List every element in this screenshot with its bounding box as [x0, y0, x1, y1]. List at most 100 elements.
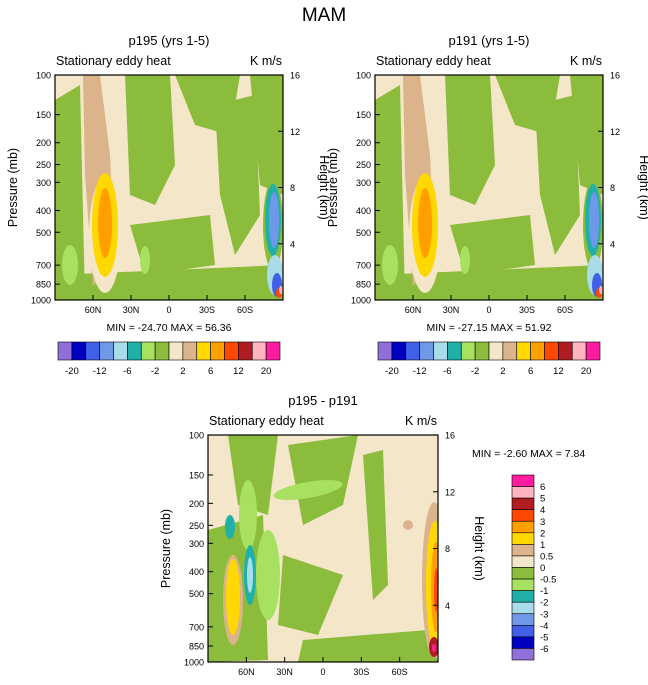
lat-tick-label: 0	[320, 667, 325, 677]
pressure-tick-label: 400	[36, 206, 51, 216]
colorbar-swatch	[140, 341, 156, 361]
pressure-tick-label: 150	[356, 110, 371, 120]
pressure-axis-label: Pressure (mb)	[159, 509, 173, 588]
colorbar-label: -3	[540, 609, 548, 620]
colorbar-swatch	[511, 532, 535, 545]
pressure-tick-label: 500	[356, 228, 371, 238]
colorbar-label: 12	[553, 366, 564, 377]
lat-tick-label: 60S	[557, 305, 573, 315]
pressure-tick-label: 300	[356, 178, 371, 188]
colorbar-label: 2	[540, 528, 545, 539]
field-patch-lightgreen	[62, 245, 78, 285]
colorbar-swatch	[585, 341, 601, 361]
colorbar-label: -12	[413, 366, 427, 377]
pressure-tick-label: 100	[36, 71, 51, 81]
field-patch-lightgreen-2	[140, 246, 150, 274]
height-axis-label: Height (km)	[317, 155, 331, 220]
colorbar-swatch	[238, 341, 253, 361]
pressure-tick-label: 300	[36, 178, 51, 188]
pressure-tick-label: 400	[189, 567, 204, 577]
colorbar-swatch	[516, 341, 531, 361]
colorbar-swatch	[433, 341, 448, 361]
panel-title: p195 - p191	[288, 393, 357, 408]
field-pos-red-right	[434, 568, 438, 612]
colorbar-label: -2	[151, 366, 159, 377]
field-band-green-low	[130, 215, 215, 275]
colorbar-swatch	[488, 341, 504, 361]
pressure-tick-label: 150	[36, 110, 51, 120]
colorbar-label: 6	[528, 366, 533, 377]
field-band-green-thin	[363, 450, 388, 600]
colorbar-swatch	[85, 341, 100, 361]
pressure-tick-label: 200	[36, 138, 51, 148]
height-tick-label: 16	[610, 71, 620, 81]
colorbar-label: -0.5	[540, 575, 556, 586]
lat-tick-label: 30S	[353, 667, 369, 677]
field-band-green-south	[215, 95, 260, 255]
contour-field	[55, 75, 283, 300]
pressure-tick-label: 850	[356, 280, 371, 290]
figure-title: MAM	[302, 5, 346, 26]
lat-tick-label: 30N	[123, 305, 140, 315]
colorbar-swatch	[530, 341, 545, 361]
colorbar-swatch	[460, 341, 476, 361]
field-band-green-mid	[278, 555, 343, 635]
pressure-tick-label: 100	[356, 71, 371, 81]
height-tick-label: 12	[290, 127, 300, 137]
height-tick-label: 4	[445, 601, 450, 611]
lat-tick-label: 0	[486, 305, 491, 315]
pressure-tick-label: 200	[356, 138, 371, 148]
pressure-tick-label: 250	[356, 160, 371, 170]
colorbar-label: -4	[540, 621, 548, 632]
colorbar-label: -2	[471, 366, 479, 377]
pressure-tick-label: 1000	[351, 296, 371, 306]
colorbar-swatch	[511, 497, 535, 510]
colorbar-swatch	[196, 341, 211, 361]
colorbar-swatch	[511, 648, 535, 661]
colorbar-label: -20	[385, 366, 399, 377]
colorbar-swatch	[113, 341, 128, 361]
colorbar-label: 6	[208, 366, 213, 377]
colorbar-label: 2	[500, 366, 505, 377]
colorbar-swatch	[447, 341, 462, 361]
colorbar-swatch	[511, 486, 535, 499]
colorbar-swatch	[419, 341, 434, 361]
field-band-green-surface	[298, 630, 438, 662]
colorbar-swatch	[210, 341, 225, 361]
lat-tick-label: 60N	[238, 667, 255, 677]
colorbar-swatch	[511, 636, 535, 649]
field-band-green-low	[450, 215, 535, 275]
colorbar-swatch	[474, 341, 490, 361]
field-band-green-mid-north	[125, 75, 175, 205]
colorbar-swatch	[154, 341, 170, 361]
colorbar-swatch	[377, 341, 393, 361]
colorbar-swatch	[511, 625, 535, 638]
lat-tick-label: 60N	[85, 305, 102, 315]
pressure-tick-label: 200	[189, 499, 204, 509]
colorbar-swatch	[571, 341, 587, 361]
colorbar-swatch	[182, 341, 198, 361]
field-band-green-polar	[570, 75, 603, 195]
pressure-tick-label: 850	[36, 280, 51, 290]
colorbar-swatch	[558, 341, 573, 361]
colorbar-label: 2	[180, 366, 185, 377]
colorbar-swatch	[511, 601, 535, 615]
colorbar-swatch	[511, 555, 535, 568]
colorbar-swatch	[265, 341, 281, 361]
pressure-tick-label: 500	[189, 589, 204, 599]
height-tick-label: 4	[610, 239, 615, 249]
colorbar-swatch	[544, 341, 559, 361]
field-polar-pink	[279, 286, 283, 294]
lat-tick-label: 30N	[443, 305, 460, 315]
pressure-axis-label: Pressure (mb)	[6, 148, 20, 227]
pressure-tick-label: 300	[189, 539, 204, 549]
pressure-axis-label: Pressure (mb)	[326, 148, 340, 227]
field-pos-tan-spot	[403, 520, 413, 530]
pressure-tick-label: 400	[356, 206, 371, 216]
min-max-label: MIN = -27.15 MAX = 51.92	[427, 322, 552, 334]
lat-tick-label: 30S	[519, 305, 535, 315]
field-patch-lightgreen-2	[460, 246, 470, 274]
pressure-tick-label: 250	[189, 521, 204, 531]
panel-subtitle: Stationary eddy heat	[376, 54, 491, 68]
